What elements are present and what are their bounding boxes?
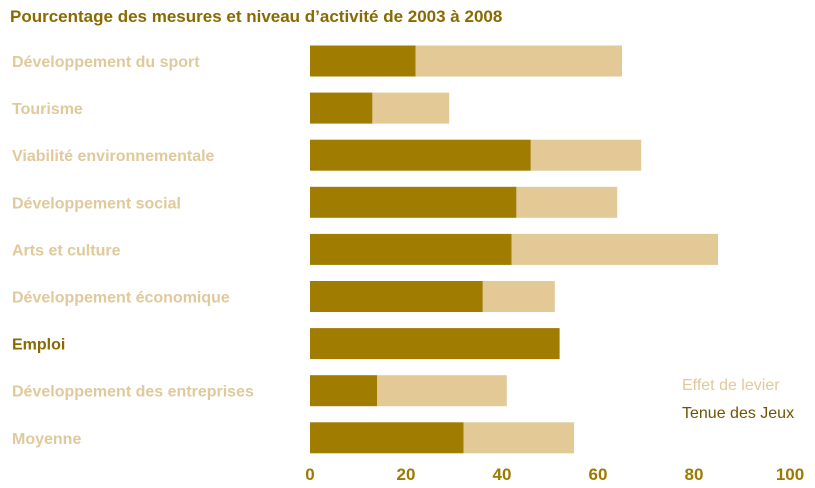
bar-effet-de-levier-developpement-des-entreprises: [377, 375, 507, 407]
legend: Effet de levier Tenue des Jeux: [682, 377, 794, 422]
bar-tenue-des-jeux-developpement-economique: [310, 281, 483, 312]
x-tick-100: 100: [776, 465, 804, 484]
category-labels: Développement du sport Tourisme Viabilité …: [12, 54, 254, 448]
category-label-developpement-social: Développement social: [12, 195, 181, 212]
bar-tenue-des-jeux-viabilite-environnementale: [310, 139, 531, 171]
x-tick-0: 0: [305, 465, 314, 484]
x-tick-40: 40: [493, 465, 512, 484]
bar-tenue-des-jeux-developpement-du-sport: [310, 45, 416, 77]
x-tick-80: 80: [685, 465, 704, 484]
x-tick-60: 60: [589, 465, 608, 484]
bar-effet-de-levier-viabilite-environnementale: [530, 139, 642, 171]
bar-tenue-des-jeux-developpement-social: [310, 186, 517, 218]
bar-effet-de-levier-developpement-du-sport: [415, 45, 622, 77]
bar-tenue-des-jeux-emploi: [310, 328, 560, 360]
category-label-tourisme: Tourisme: [12, 101, 83, 118]
bar-effet-de-levier-developpement-social: [516, 186, 618, 218]
category-label-moyenne: Moyenne: [12, 431, 81, 448]
category-label-developpement-du-sport: Développement du sport: [12, 54, 200, 71]
x-axis-ticks: 0 20 40 60 80 100: [305, 465, 804, 484]
bar-tenue-des-jeux-moyenne: [310, 422, 464, 454]
legend-tenue-des-jeux: Tenue des Jeux: [682, 405, 794, 422]
category-label-emploi: Emploi: [12, 337, 65, 354]
x-tick-20: 20: [397, 465, 416, 484]
bar-tenue-des-jeux-tourisme: [310, 92, 373, 124]
category-label-viabilite-environnementale: Viabilité environnementale: [12, 148, 215, 165]
legend-effet-de-levier: Effet de levier: [682, 377, 780, 394]
bars: [310, 45, 718, 454]
bar-tenue-des-jeux-arts-et-culture: [310, 233, 512, 265]
category-label-arts-et-culture: Arts et culture: [12, 242, 121, 259]
bar-effet-de-levier-developpement-economique: [482, 281, 555, 312]
chart-title: Pourcentage des mesures et niveau d’acti…: [10, 7, 502, 26]
bar-effet-de-levier-arts-et-culture: [511, 233, 718, 265]
bar-effet-de-levier-moyenne: [463, 422, 574, 454]
bar-tenue-des-jeux-developpement-des-entreprises: [310, 375, 378, 407]
category-label-developpement-des-entreprises: Développement des entreprises: [12, 384, 254, 401]
bar-effet-de-levier-tourisme: [372, 92, 450, 124]
category-label-developpement-economique: Développement économique: [12, 290, 230, 307]
